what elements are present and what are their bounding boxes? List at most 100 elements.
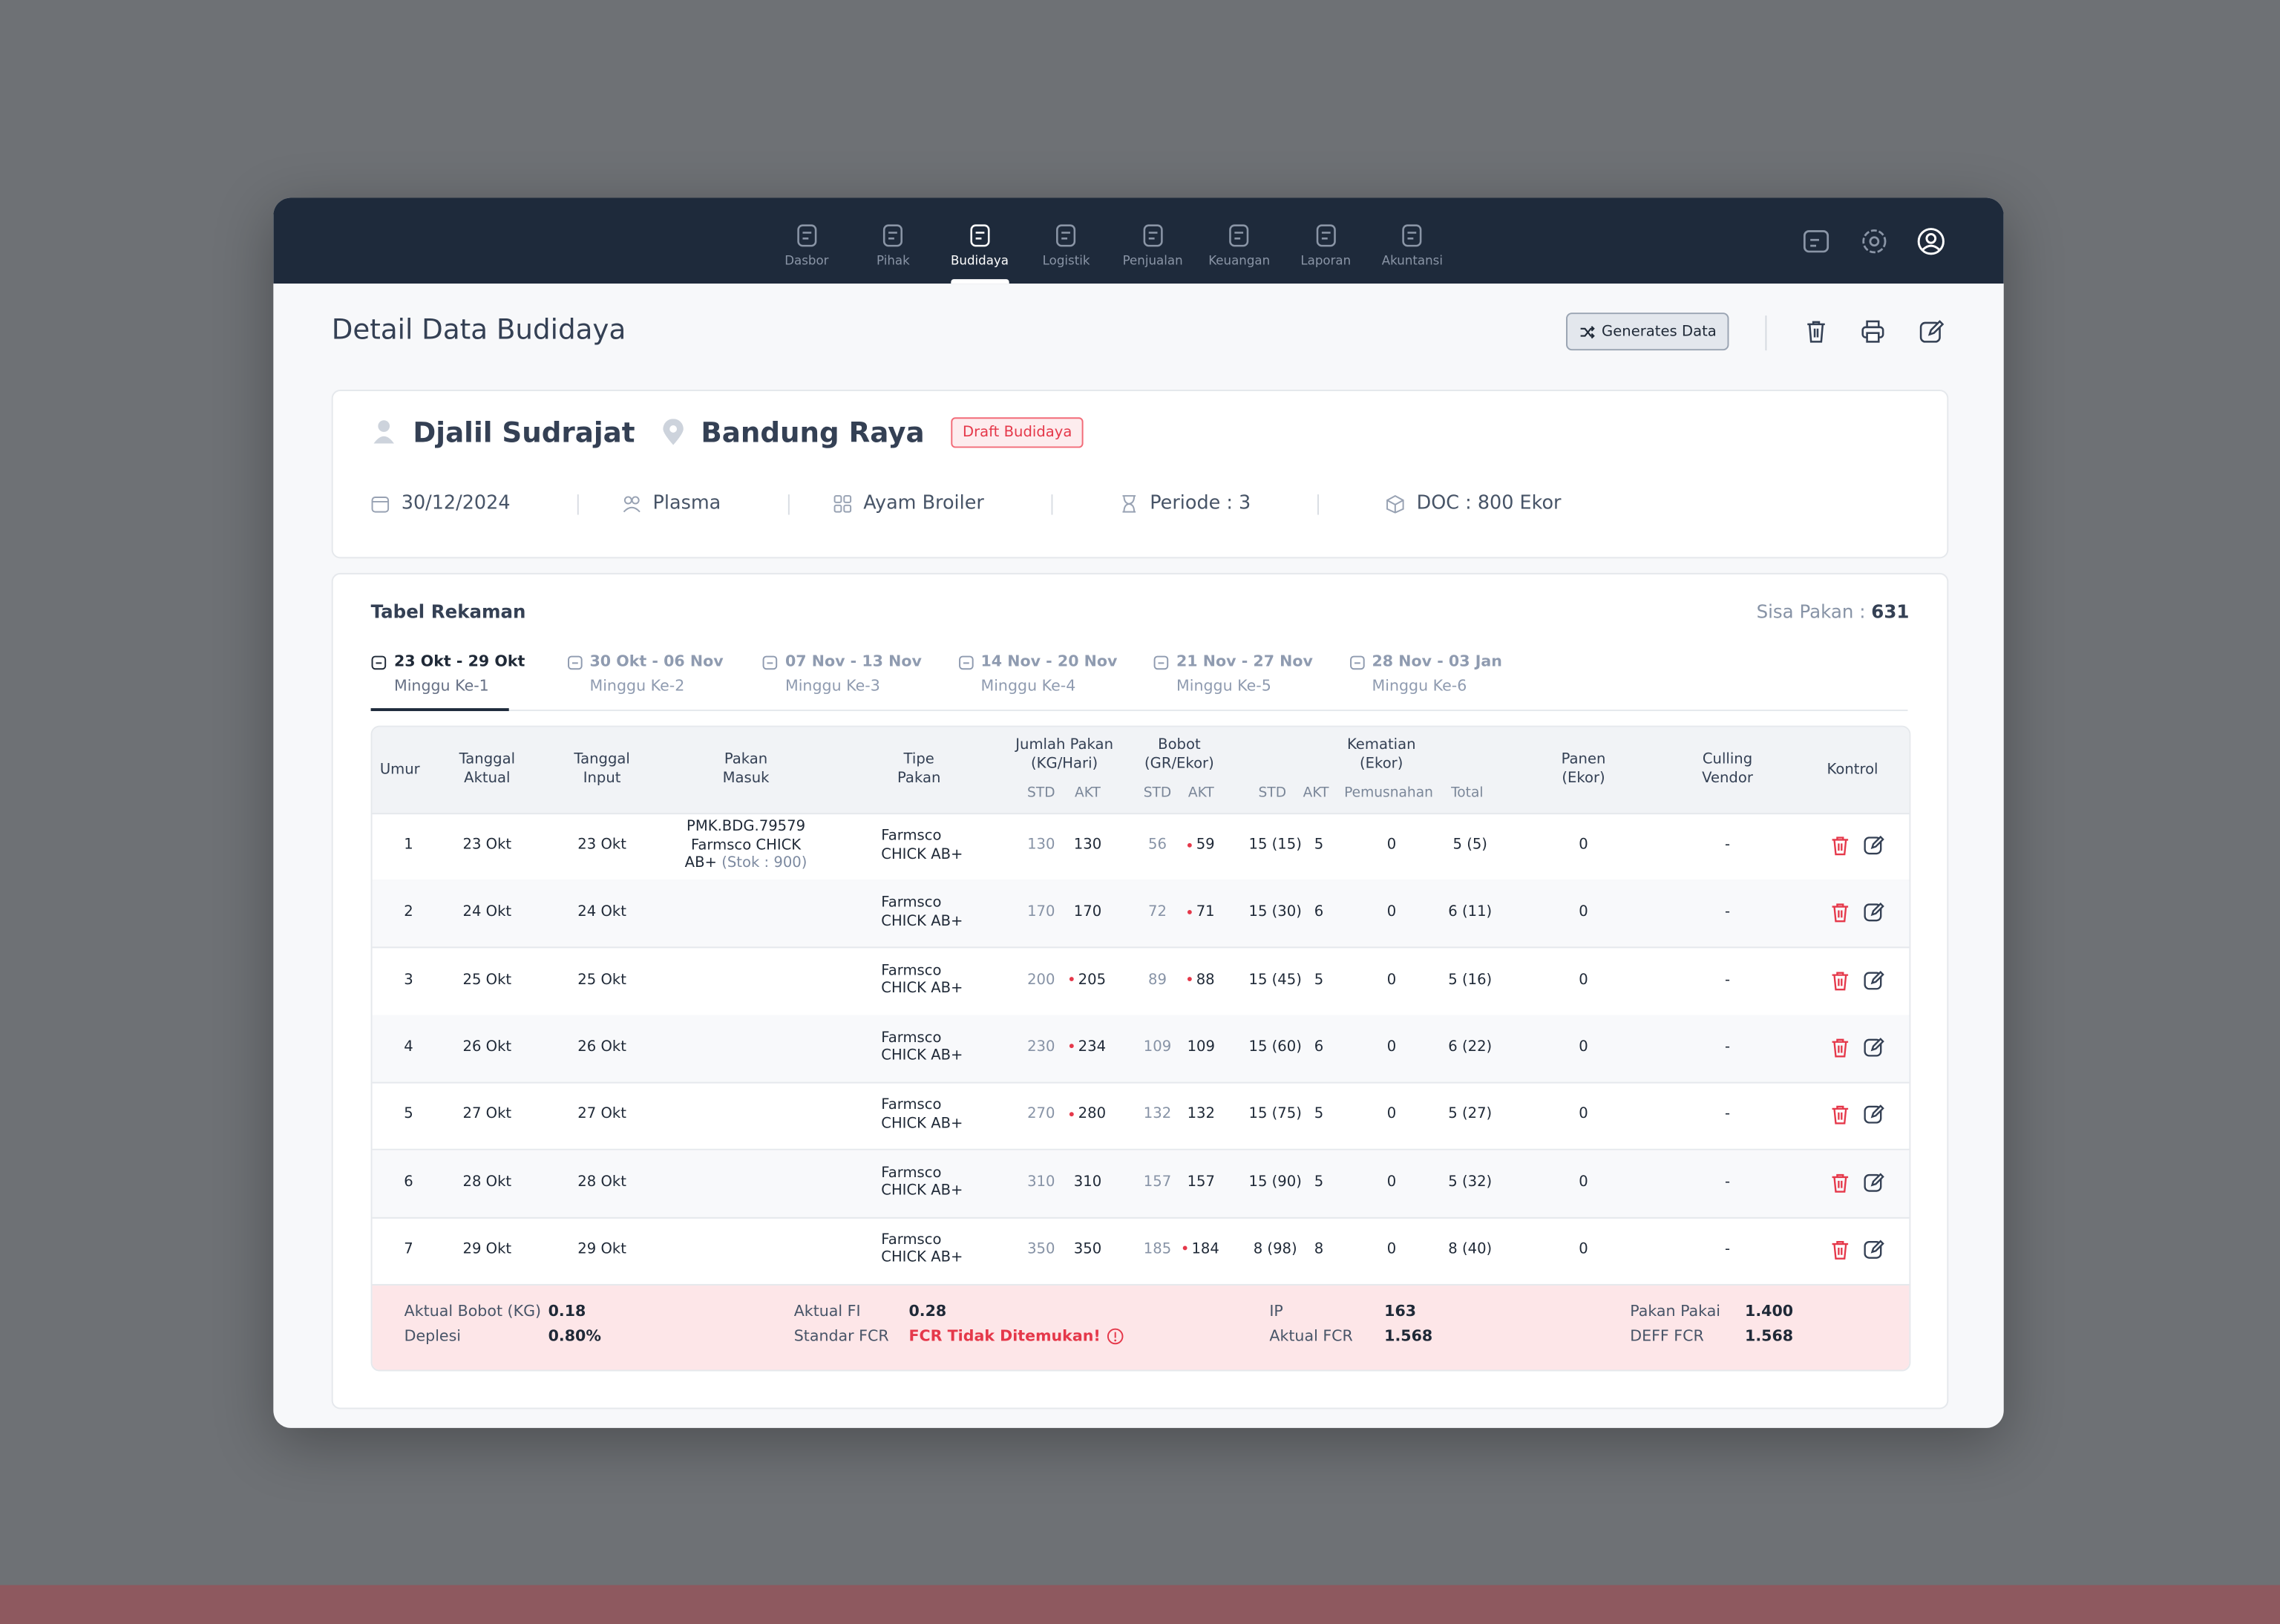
summary-label: Standar FCR [793,1326,889,1345]
backdrop-band [0,1585,2280,1624]
week-tab[interactable]: 21 Nov - 27 Nov Minggu Ke-5 [1153,653,1328,695]
summary-label: Aktual FI [793,1303,861,1320]
tab-range: 07 Nov - 13 Nov [762,653,937,670]
cell-mati-akt: 5 [1314,1173,1324,1191]
profile-icon[interactable] [1916,227,1945,256]
nav-item[interactable]: Logistik [1023,197,1110,284]
week-tab[interactable]: 14 Nov - 20 Nov Minggu Ke-4 [957,653,1132,695]
tab-week: Minggu Ke-2 [589,677,685,695]
cell-panen: 0 [1579,837,1588,854]
nav-item[interactable]: Pihak [850,197,937,284]
row-edit[interactable] [1863,969,1884,991]
tab-icon [1349,655,1364,669]
cell-bobot-akt: 184 [1183,1241,1219,1259]
box-icon [1386,494,1404,514]
summary-value-text: 1.568 [1745,1326,1794,1345]
week-tab[interactable]: 30 Okt - 06 Nov Minggu Ke-2 [566,653,741,695]
status-badge: Draft Budidaya [951,417,1084,448]
row-delete[interactable] [1829,1171,1851,1193]
cell-mati-akt: 6 [1314,904,1324,921]
notes-icon[interactable] [1801,227,1830,256]
nav-item[interactable]: Penjualan [1110,197,1196,284]
row-edit[interactable] [1863,835,1884,857]
cell-umur: 7 [404,1241,413,1257]
print-icon[interactable] [1860,318,1886,344]
week-tab[interactable]: 23 Okt - 29 Okt Minggu Ke-1 [371,653,546,695]
cell-pakan-akt: 280 [1069,1107,1106,1124]
settings-icon[interactable] [1860,227,1889,256]
cell-panen: 0 [1579,1241,1588,1257]
cell-mati-std: 15 (45) [1248,972,1302,988]
cell-total: 6 (22) [1448,1039,1493,1055]
summary-value: 0.80% [548,1327,601,1345]
row-edit[interactable] [1863,1037,1884,1058]
row-delete[interactable] [1829,1239,1851,1260]
cell-mati-std: 15 (15) [1248,837,1302,854]
cell-tipe-pakan: Farmsco CHICK AB+ [881,1165,963,1199]
cell-culling: - [1724,837,1731,854]
row-edit[interactable] [1863,1104,1884,1125]
row-delete[interactable] [1829,902,1851,923]
nav-item[interactable]: Akuntansi [1369,197,1456,284]
cell-pakan-std: 200 [1027,972,1055,988]
cell-culling: - [1724,1106,1731,1123]
table-row: 3 25 Okt 25 Okt Farmsco CHICK AB+ 200 205 89 88… [372,948,1910,1016]
cell-umur: 2 [404,904,413,921]
summary-label: Aktual FCR [1269,1326,1353,1345]
cell-pemusnahan: 0 [1386,972,1397,988]
col-jumlah-pakan: Jumlah Pakan (KG/Hari) [1015,737,1114,773]
cell-mati-std: 15 (30) [1248,904,1302,921]
summary-bar: Aktual Bobot (KG) 0.18 Deplesi 0.80% Aktual … [372,1283,1910,1370]
cell-pemusnahan: 0 [1386,837,1397,854]
table-row: 7 29 Okt 29 Okt Farmsco CHICK AB+ 350 350 185 1… [372,1217,1910,1286]
cell-bobot-std: 185 [1143,1241,1172,1257]
summary-value: 0.28 [908,1303,946,1320]
cell-bobot-akt: 109 [1187,1039,1215,1055]
cell-pemusnahan: 0 [1386,1241,1397,1257]
nav-icon [1056,224,1076,247]
col-bobot: Bobot (GR/Ekor) [1144,737,1214,773]
row-edit[interactable] [1863,1171,1884,1193]
edit-icon[interactable] [1918,318,1945,344]
separator [787,494,790,514]
week-tab[interactable]: 28 Nov - 03 Jan Minggu Ke-6 [1349,653,1523,695]
cell-umur: 1 [404,837,413,854]
cell-total: 5 (16) [1448,972,1493,988]
cell-umur: 5 [404,1106,413,1123]
row-edit[interactable] [1863,1239,1884,1260]
cell-bobot-akt: 157 [1187,1173,1215,1191]
nav-item[interactable]: Dasbor [764,197,851,284]
date: 30/12/2024 [401,493,511,515]
summary-value-text: 163 [1384,1303,1417,1320]
table-row: 2 24 Okt 24 Okt Farmsco CHICK AB+ 170 170 72 71… [372,880,1910,949]
row-delete[interactable] [1829,835,1851,857]
cell-umur: 4 [404,1039,413,1055]
cell-culling: - [1724,1173,1731,1191]
sub-std: STD [1143,785,1172,802]
cell-mati-std: 15 (60) [1248,1039,1302,1055]
nav-item[interactable]: Keuangan [1196,197,1282,284]
generate-button[interactable]: Generates Data [1566,312,1729,351]
cell-pakan-akt: 350 [1073,1241,1102,1257]
stock: (Stok : 900) [721,855,808,872]
nav-item[interactable]: Budidaya [937,197,1023,284]
row-delete[interactable] [1829,969,1851,991]
group-icon [623,496,641,513]
row-edit[interactable] [1863,902,1884,923]
week-tab[interactable]: 07 Nov - 13 Nov Minggu Ke-3 [762,653,937,695]
row-delete[interactable] [1829,1037,1851,1058]
cell-tipe-pakan: Farmsco CHICK AB+ [881,1232,963,1267]
nav-icon [1143,224,1163,247]
cell-pakan-akt: 170 [1073,904,1102,921]
row-delete[interactable] [1829,1104,1851,1125]
nav-icon [1316,224,1336,247]
cell-panen: 0 [1579,1039,1588,1055]
summary-value-text: 0.18 [548,1303,586,1320]
nav-label: Pihak [877,254,910,269]
cell-mati-akt: 8 [1314,1241,1324,1257]
delete-icon[interactable] [1803,318,1829,344]
nav-item[interactable]: Laporan [1282,197,1369,284]
nav-icon [1229,224,1249,247]
period: Periode : 3 [1150,493,1251,515]
